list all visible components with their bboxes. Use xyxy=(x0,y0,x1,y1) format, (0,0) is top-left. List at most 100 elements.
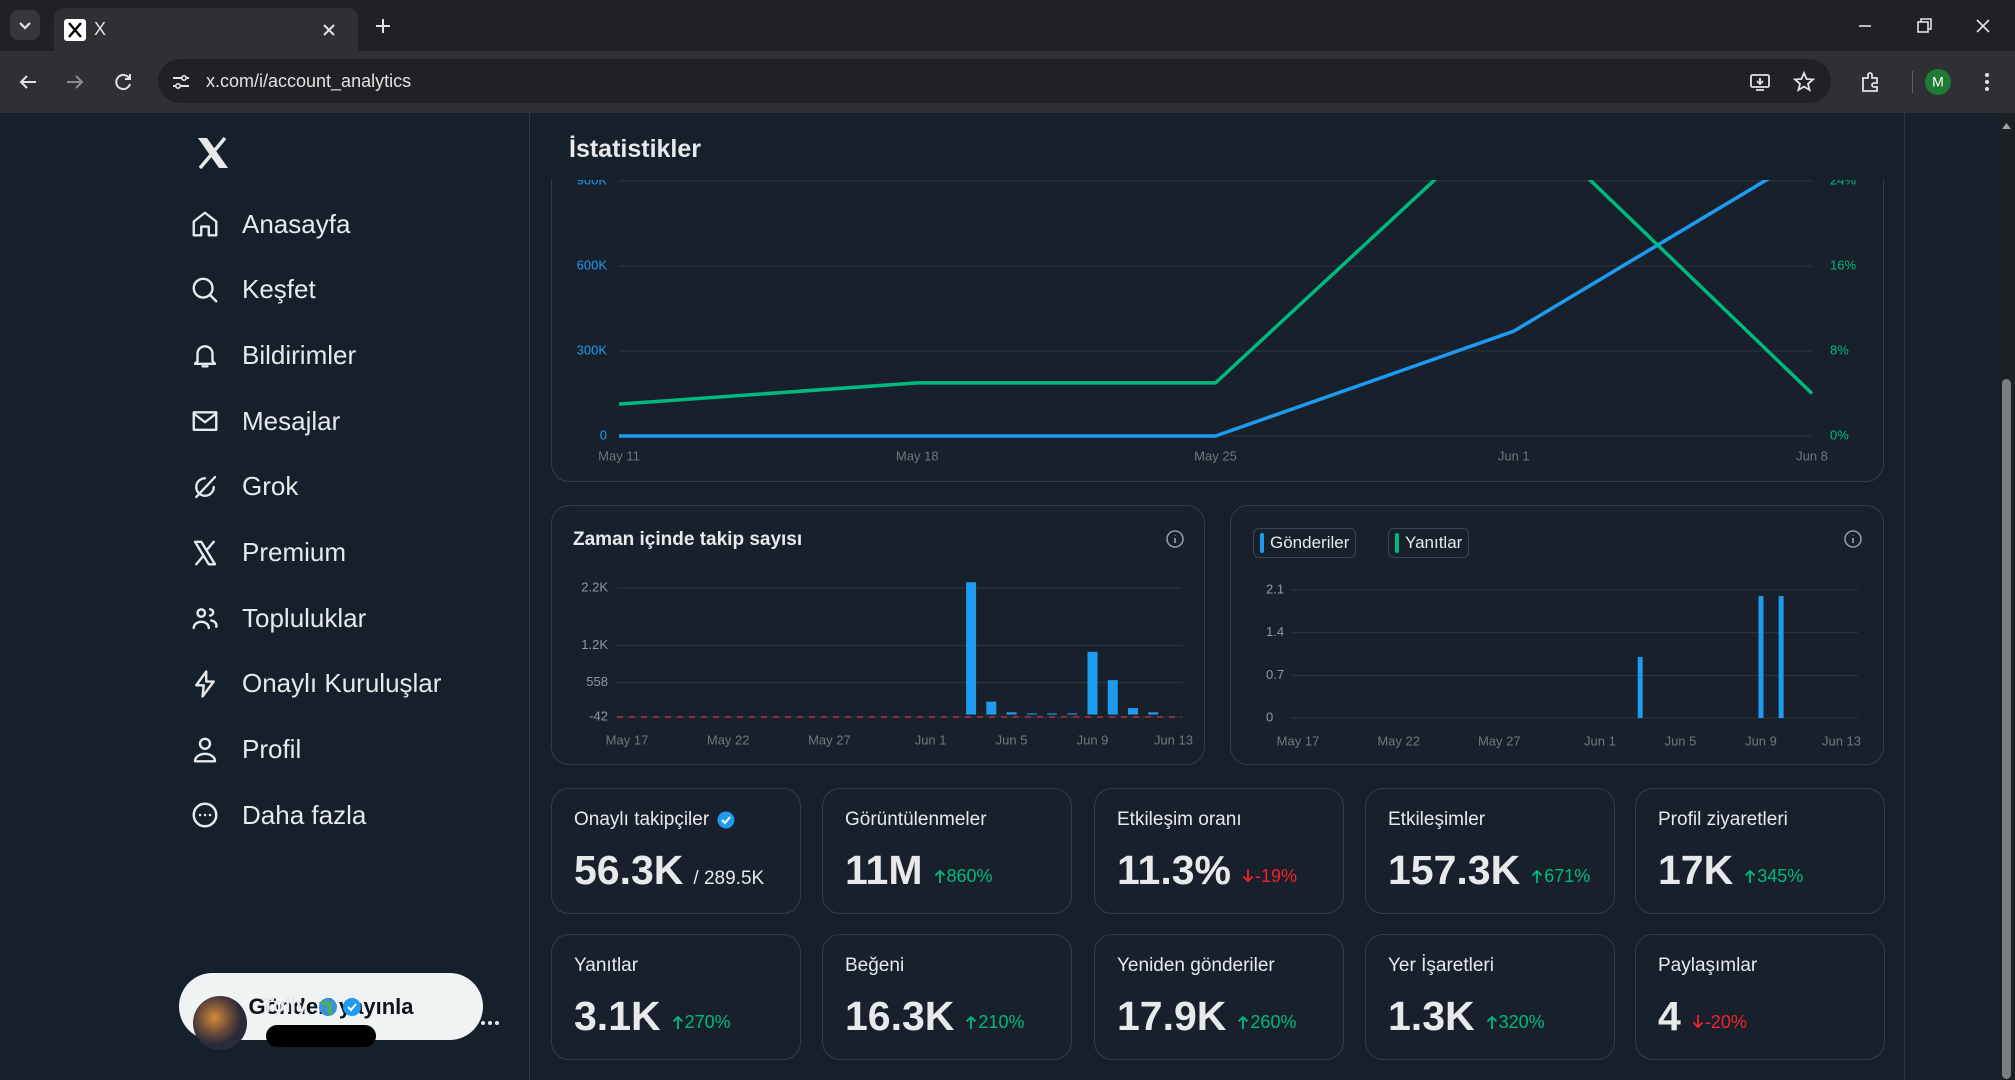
account-more[interactable] xyxy=(478,1011,502,1035)
nav-item[interactable]: Anasayfa xyxy=(190,196,510,252)
arrow-path xyxy=(1486,1015,1497,1029)
stat-change: 270% xyxy=(671,1012,731,1033)
legend-item[interactable]: Yanıtlar xyxy=(1388,528,1470,558)
forward-button[interactable] xyxy=(64,71,86,93)
nav-label: Bildirimler xyxy=(242,339,357,370)
stat-row: 1.3K 320% xyxy=(1388,993,1545,1040)
tab-close[interactable] xyxy=(320,21,338,39)
x-tick-label: May 27 xyxy=(808,732,851,747)
stat-change-text: 260% xyxy=(1250,1011,1297,1032)
x-logo[interactable] xyxy=(196,137,230,169)
nav-item[interactable]: Daha fazla xyxy=(190,787,510,843)
tab-strip: X xyxy=(0,0,2015,51)
stat-value: 4 xyxy=(1658,993,1681,1039)
nav-item[interactable]: Grok xyxy=(190,459,510,515)
legend-item[interactable]: Gönderiler xyxy=(1253,528,1357,558)
profile-initial: M xyxy=(1932,74,1944,90)
series-line xyxy=(619,151,1813,438)
new-tab-button[interactable] xyxy=(373,16,393,36)
close-window-button[interactable] xyxy=(1973,16,1993,36)
nav-icon xyxy=(193,345,217,368)
nav-item[interactable]: Profil xyxy=(190,722,510,778)
nav-label: Mesajlar xyxy=(242,405,341,436)
bar xyxy=(966,582,977,715)
badge-check xyxy=(721,816,731,825)
bar xyxy=(1128,708,1138,715)
nav-label: Daha fazla xyxy=(242,799,367,830)
info-icon[interactable] xyxy=(1843,529,1863,549)
series-line xyxy=(618,104,1814,406)
icon-path xyxy=(193,345,217,368)
profile-avatar[interactable]: M xyxy=(1924,68,1952,96)
stat-change-text: 270% xyxy=(684,1011,731,1032)
stat-card: Görüntülenmeler 11M 860% xyxy=(822,788,1072,914)
restore-button[interactable] xyxy=(1914,16,1934,36)
stat-label: Paylaşımlar xyxy=(1658,955,1757,977)
stat-value: 17K xyxy=(1658,847,1734,893)
stat-card: Etkileşim oranı 11.3% -19% xyxy=(1094,788,1344,914)
reload-button[interactable] xyxy=(112,71,134,93)
nav-item[interactable]: Keşfet xyxy=(190,262,510,318)
nav-item[interactable]: Premium xyxy=(190,525,510,581)
y-tick-label: -42 xyxy=(589,708,608,723)
minimize-button[interactable] xyxy=(1855,16,1875,36)
stat-change: -19% xyxy=(1241,866,1297,887)
active-tab[interactable]: X xyxy=(54,8,358,51)
stat-label-text: Onaylı takipçiler xyxy=(574,809,710,830)
y-tick-label: 0.7 xyxy=(1266,667,1284,682)
stat-value: 11.3% xyxy=(1117,847,1231,893)
menu-button[interactable] xyxy=(1977,70,1997,94)
tab-search-button[interactable] xyxy=(10,10,40,40)
stat-change-text: 671% xyxy=(1544,865,1591,886)
icon-path xyxy=(192,211,218,237)
trend-arrow xyxy=(1242,869,1254,883)
back-button[interactable] xyxy=(17,71,39,93)
nav-item[interactable]: Bildirimler xyxy=(190,327,510,383)
nav-icon xyxy=(192,211,218,237)
scroll-up-arrow[interactable] xyxy=(2001,121,2012,131)
nav-icon xyxy=(193,540,217,565)
y-tick-label: 1.4 xyxy=(1266,624,1284,639)
nav-label: Topluluklar xyxy=(242,602,367,633)
bar xyxy=(1006,712,1017,715)
bar xyxy=(986,701,997,715)
nav-icon xyxy=(192,277,218,303)
stat-value: 1.3K xyxy=(1388,993,1475,1039)
stat-row: 17K 345% xyxy=(1658,847,1803,894)
stat-total: / 289.5K xyxy=(693,868,765,889)
icon-path xyxy=(192,802,218,828)
stat-value: 16.3K xyxy=(845,993,955,1039)
site-info-icon[interactable] xyxy=(170,71,192,93)
arrow-path xyxy=(966,1015,977,1029)
nav-item[interactable]: Mesajlar xyxy=(190,393,510,449)
nav-label: Keşfet xyxy=(242,274,316,305)
x-tick-label: May 11 xyxy=(598,448,640,463)
url-text: x.com/i/account_analytics xyxy=(206,71,412,91)
address-bar[interactable]: x.com/i/account_analytics xyxy=(158,59,1831,103)
account-switcher[interactable]: Tolly xyxy=(192,995,512,1055)
info-icon[interactable] xyxy=(1165,529,1185,549)
install-app-icon[interactable] xyxy=(1749,71,1771,93)
stat-row: 3.1K 270% xyxy=(574,993,731,1040)
toolbar: x.com/i/account_analytics M xyxy=(0,51,2015,113)
bookmark-star[interactable] xyxy=(1793,71,1815,93)
scroll-thumb[interactable] xyxy=(2002,379,2011,1079)
stat-change: 671% xyxy=(1530,866,1590,887)
x-tick-label: May 22 xyxy=(707,732,750,747)
icon-path xyxy=(192,411,218,432)
nav-item[interactable]: Onaylı Kuruluşlar xyxy=(190,656,510,712)
bar xyxy=(1637,657,1643,718)
badge-circle xyxy=(717,811,735,829)
trend-arrow xyxy=(1745,869,1756,883)
stat-label: Yer İşaretleri xyxy=(1388,955,1494,977)
nav-item[interactable]: Topluluklar xyxy=(190,590,510,646)
stat-label-text: Paylaşımlar xyxy=(1658,955,1758,976)
stat-change: 210% xyxy=(964,1012,1024,1033)
arrow-path xyxy=(1242,869,1254,883)
extensions-button[interactable] xyxy=(1859,70,1883,94)
legend-swatch xyxy=(1260,533,1264,553)
user-avatar xyxy=(193,996,247,1050)
stat-change-text: 210% xyxy=(978,1011,1025,1032)
